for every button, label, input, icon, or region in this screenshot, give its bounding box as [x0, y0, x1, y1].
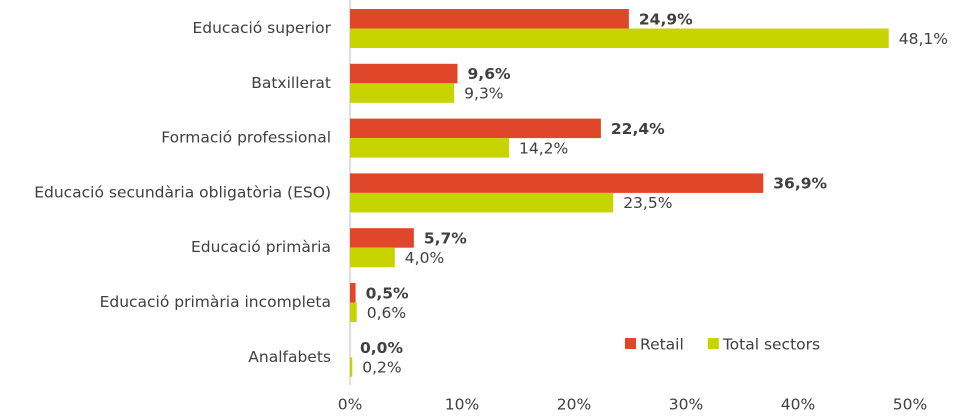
data-label: 14,2% — [519, 139, 568, 157]
bar — [350, 302, 357, 322]
legend-swatch — [707, 338, 719, 349]
data-label: 0,6% — [367, 304, 406, 322]
y-tick-label: Educació primària incompleta — [100, 293, 331, 311]
y-tick-label: Analfabets — [248, 348, 331, 366]
x-tick-label: 30% — [669, 396, 703, 414]
bar — [350, 357, 353, 377]
data-label: 9,6% — [468, 65, 511, 83]
data-label: 0,5% — [366, 284, 409, 302]
bar — [350, 9, 629, 29]
x-tick-label: 20% — [557, 396, 591, 414]
y-tick-label: Batxillerat — [251, 74, 331, 92]
bar — [350, 83, 455, 103]
bar — [350, 63, 458, 84]
x-tick-label: 40% — [781, 396, 815, 414]
data-label: 36,9% — [773, 175, 827, 193]
data-label: 4,0% — [405, 249, 444, 267]
data-label: 23,5% — [623, 194, 672, 212]
legend-swatch — [625, 338, 636, 349]
bar — [350, 28, 889, 48]
bar — [350, 283, 356, 303]
y-tick-label: Formació professional — [161, 129, 331, 147]
legend-label: Retail — [640, 336, 684, 354]
data-label: 24,9% — [639, 10, 693, 28]
bar — [350, 173, 764, 193]
y-tick-label: Educació primària — [191, 238, 331, 256]
data-label: 0,2% — [362, 359, 401, 377]
bar — [350, 247, 395, 268]
x-tick-label: 10% — [445, 396, 479, 414]
data-label: 9,3% — [464, 85, 503, 103]
bar — [350, 138, 510, 158]
data-label: 48,1% — [899, 30, 948, 48]
y-tick-label: Educació secundària obligatòria (ESO) — [34, 183, 331, 201]
y-tick-label: Educació superior — [192, 19, 331, 37]
data-label: 5,7% — [424, 229, 467, 247]
x-tick-label: 50% — [893, 396, 927, 414]
data-label: 22,4% — [611, 120, 665, 138]
bar — [350, 228, 414, 248]
legend-label: Total sectors — [722, 336, 820, 354]
data-label: 0,0% — [360, 339, 403, 357]
bar — [350, 118, 601, 139]
bar — [350, 192, 614, 213]
x-tick-label: 0% — [338, 396, 363, 414]
